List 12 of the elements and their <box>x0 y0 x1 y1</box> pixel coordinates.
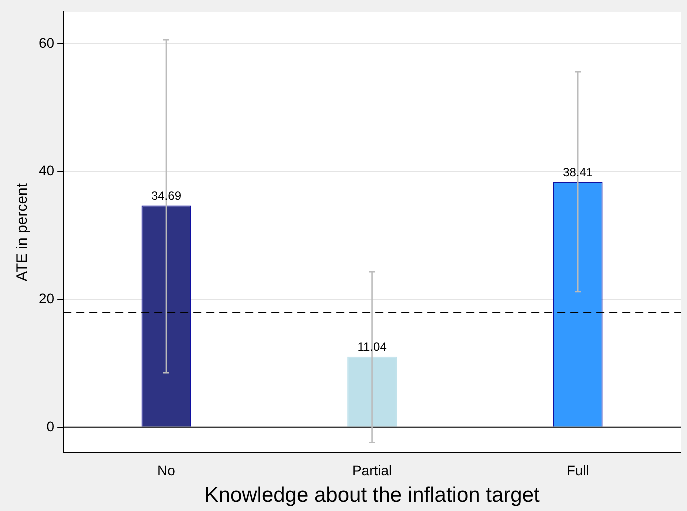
x-tick-label: Partial <box>352 462 392 478</box>
data-label: 38.41 <box>563 165 594 180</box>
x-axis-title: Knowledge about the inflation target <box>204 484 540 508</box>
y-tick-label: 40 <box>38 162 55 179</box>
x-tick-label: No <box>158 462 176 478</box>
y-tick-label: 60 <box>38 34 55 51</box>
y-axis-title: ATE in percent <box>14 182 32 282</box>
y-tick-label: 20 <box>38 290 55 306</box>
data-label: 34.69 <box>151 189 182 204</box>
x-tick-label: Full <box>566 462 590 478</box>
data-label: 11.04 <box>358 340 388 354</box>
y-tick-label: 0 <box>46 418 55 434</box>
